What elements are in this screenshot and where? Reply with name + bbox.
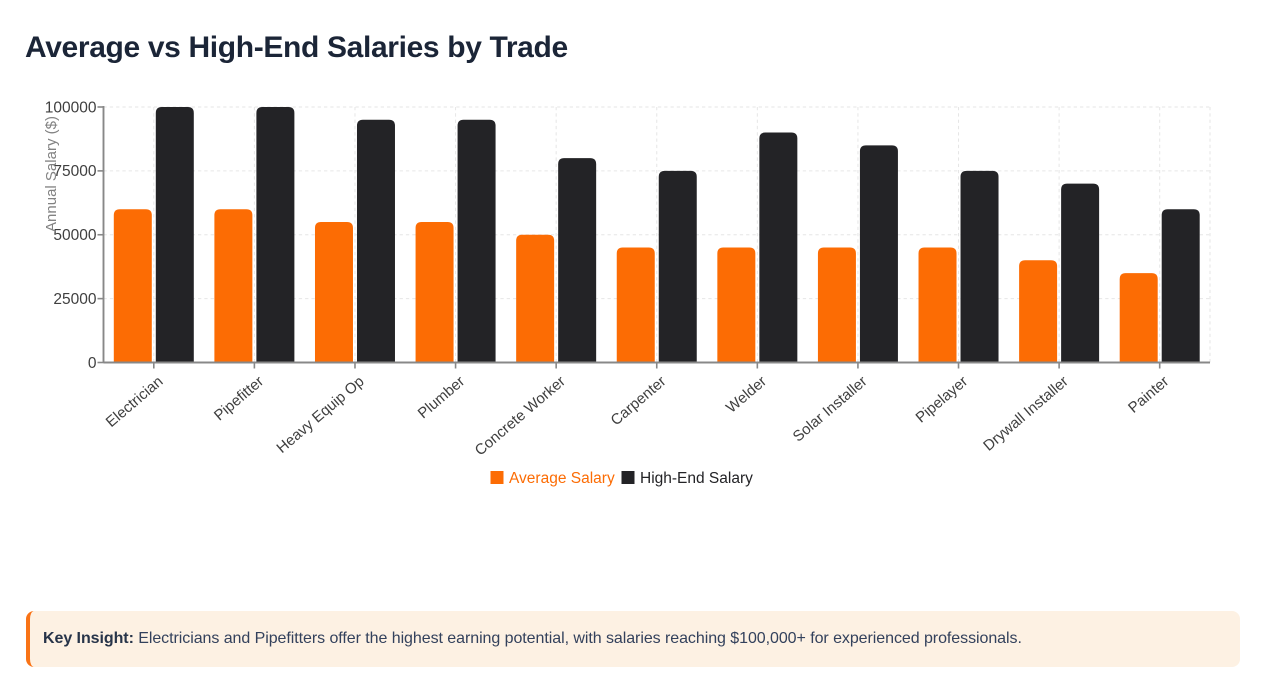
svg-text:High-End Salary: High-End Salary <box>640 470 753 487</box>
svg-text:Carpenter: Carpenter <box>608 373 670 429</box>
svg-text:Painter: Painter <box>1125 373 1172 417</box>
svg-text:Pipefitter: Pipefitter <box>211 373 267 424</box>
svg-text:Electrician: Electrician <box>103 373 167 431</box>
svg-text:25000: 25000 <box>53 291 96 308</box>
svg-text:Solar Installer: Solar Installer <box>790 373 871 445</box>
svg-text:Plumber: Plumber <box>415 373 469 422</box>
svg-text:Pipelayer: Pipelayer <box>913 373 972 427</box>
svg-text:100000: 100000 <box>45 99 97 116</box>
svg-text:Concrete Worker: Concrete Worker <box>472 373 569 459</box>
svg-text:Drywall Installer: Drywall Installer <box>980 373 1072 455</box>
svg-text:Average vs High-End Salaries b: Average vs High-End Salaries by Trade <box>25 31 568 64</box>
svg-text:Annual Salary ($): Annual Salary ($) <box>43 116 60 232</box>
svg-text:75000: 75000 <box>53 163 96 180</box>
svg-text:Average Salary: Average Salary <box>509 470 615 487</box>
svg-text:Heavy Equip Op: Heavy Equip Op <box>273 373 367 457</box>
svg-text:Welder: Welder <box>723 373 770 417</box>
svg-text:50000: 50000 <box>53 227 96 244</box>
svg-text:0: 0 <box>88 355 97 372</box>
